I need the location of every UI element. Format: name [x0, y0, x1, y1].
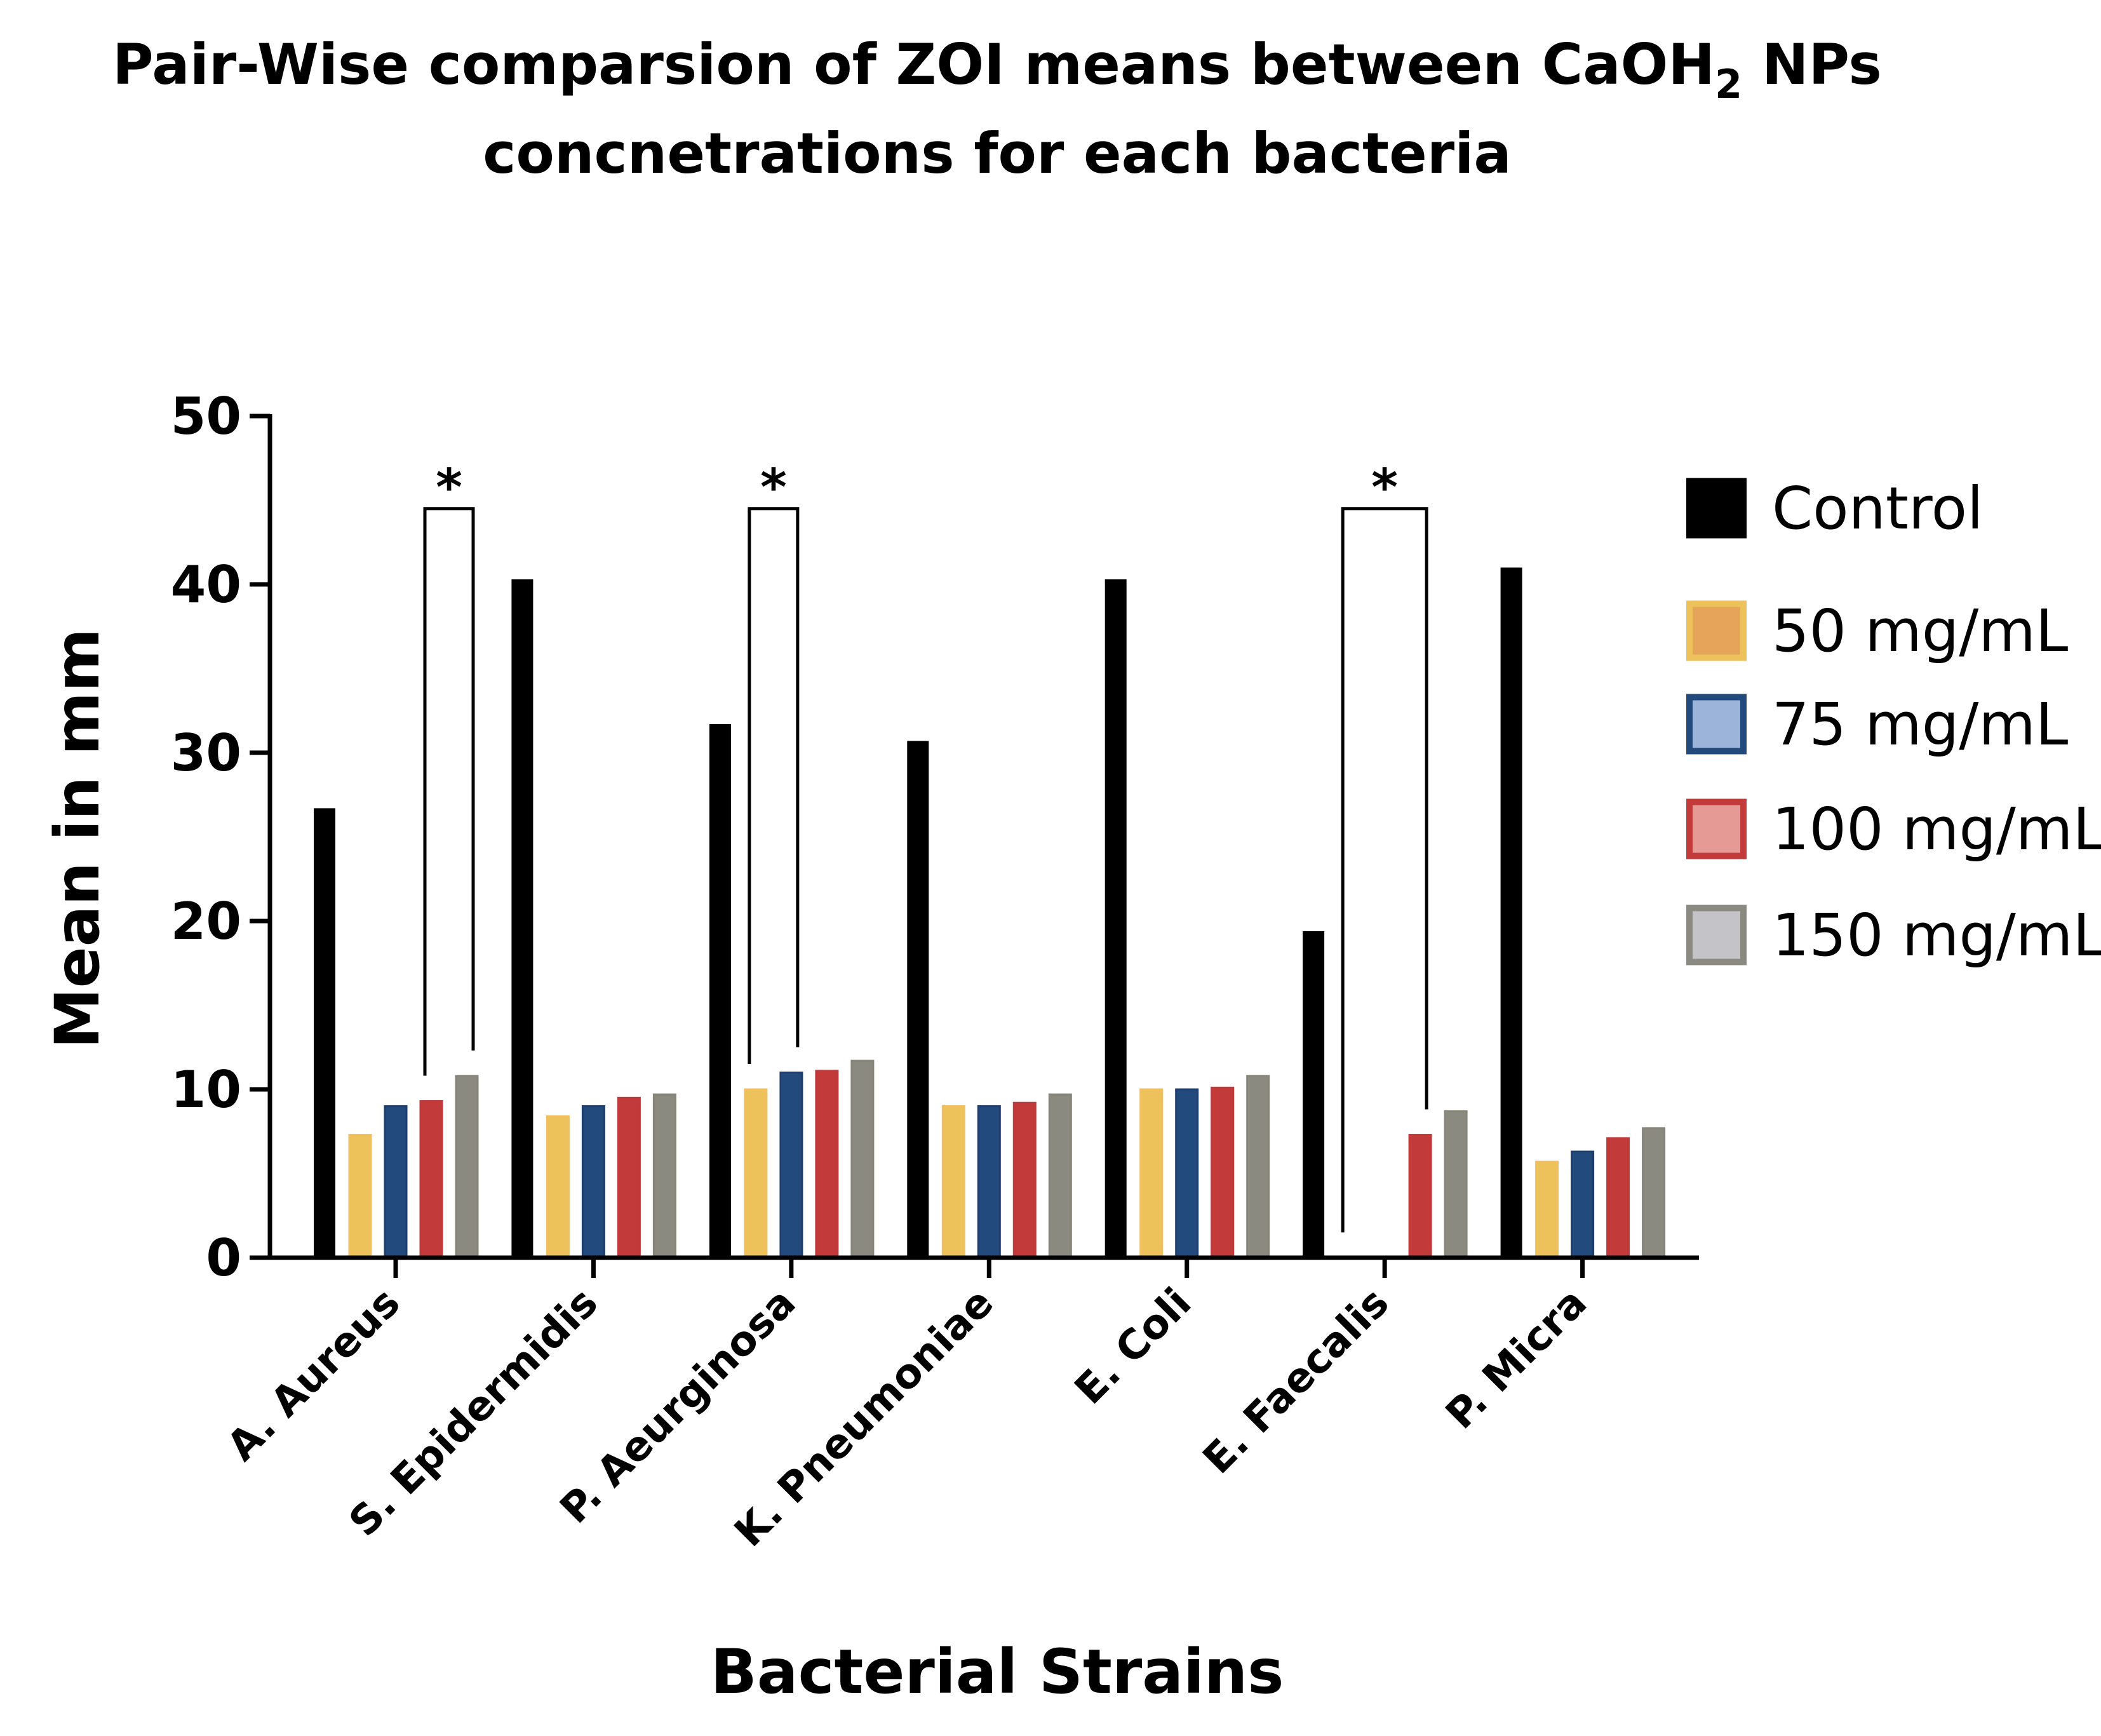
- significance-star: *: [436, 458, 462, 517]
- y-tick-label: 40: [171, 555, 241, 614]
- bar-a-aureus-control: [314, 808, 335, 1258]
- chart-title-suffix: NPs: [1742, 32, 1882, 97]
- bar-a-aureus-75-mg-ml: [384, 1105, 408, 1259]
- legend-swatch: [1686, 478, 1747, 539]
- bar-e-coli-75-mg-ml: [1175, 1088, 1199, 1259]
- bar-p-aeurginosa-150-mg-ml: [850, 1060, 875, 1259]
- y-axis-title: Mean in mm: [42, 628, 113, 1049]
- bar-k-pneumoniae-control: [907, 741, 929, 1258]
- chart-title-subscript: 2: [1715, 61, 1742, 107]
- significance-layer: * * *: [423, 458, 1428, 1233]
- bar-k-pneumoniae-50-mg-ml: [941, 1105, 965, 1259]
- chart-title-main: Pair-Wise comparsion of ZOI means betwee…: [112, 32, 1715, 97]
- legend-label: 75 mg/mL: [1772, 690, 2068, 758]
- x-axis-title: Bacterial Strains: [711, 1636, 1284, 1707]
- significance-star: *: [1371, 458, 1398, 517]
- bar-s-epidermidis-100-mg-ml: [617, 1096, 641, 1259]
- bar-e-coli-150-mg-ml: [1246, 1075, 1270, 1259]
- bar-e-faecalis-100-mg-ml: [1408, 1134, 1432, 1259]
- x-tick-label: P. Micra: [1437, 1279, 1596, 1438]
- bar-e-coli-100-mg-ml: [1211, 1086, 1235, 1259]
- bar-s-epidermidis-50-mg-ml: [546, 1115, 570, 1259]
- bar-e-coli-control: [1104, 579, 1127, 1258]
- bar-p-micra-50-mg-ml: [1535, 1161, 1559, 1259]
- significance-star: *: [760, 458, 787, 517]
- x-tick-label: E. Coli: [1066, 1279, 1201, 1414]
- x-tick-label: E. Faecalis: [1194, 1279, 1398, 1483]
- bar-s-epidermidis-control: [511, 579, 534, 1258]
- y-tick-label: 30: [171, 723, 241, 783]
- bar-k-pneumoniae-75-mg-ml: [977, 1105, 1001, 1259]
- legend-label: 50 mg/mL: [1772, 597, 2068, 665]
- bar-p-micra-100-mg-ml: [1606, 1137, 1630, 1259]
- bar-a-aureus-150-mg-ml: [455, 1075, 479, 1259]
- chart-title-line2: concnetrations for each bacteria: [483, 121, 1512, 186]
- significance-bracket: [423, 507, 475, 1076]
- bar-e-faecalis-control: [1303, 931, 1325, 1258]
- legend-label: 150 mg/mL: [1772, 901, 2101, 969]
- significance-bracket: [1341, 507, 1428, 1233]
- bar-p-aeurginosa-control: [709, 724, 731, 1258]
- y-tick-label: 50: [171, 387, 241, 446]
- legend: Control 50 mg/mL 75 mg/mL 100 mg/mL 150 mg/m…: [1686, 474, 2101, 969]
- y-tick-label: 0: [206, 1228, 241, 1288]
- bar-p-micra-control: [1500, 567, 1522, 1258]
- legend-swatch: [1686, 600, 1747, 661]
- chart-title-line1: Pair-Wise comparsion of ZOI means betwee…: [112, 32, 1882, 107]
- bar-p-aeurginosa-75-mg-ml: [779, 1072, 803, 1259]
- legend-label: 100 mg/mL: [1772, 795, 2101, 863]
- legend-label: Control: [1772, 474, 1984, 542]
- bar-k-pneumoniae-100-mg-ml: [1012, 1101, 1037, 1259]
- bar-p-aeurginosa-50-mg-ml: [744, 1088, 768, 1259]
- bar-p-micra-150-mg-ml: [1642, 1127, 1666, 1259]
- bar-e-faecalis-150-mg-ml: [1444, 1110, 1468, 1259]
- significance-bracket: [748, 507, 800, 1064]
- legend-swatch: [1686, 905, 1747, 966]
- y-tick-label: 20: [171, 892, 241, 951]
- bar-s-epidermidis-75-mg-ml: [581, 1105, 605, 1259]
- y-tick-label: 10: [171, 1060, 241, 1119]
- bar-a-aureus-100-mg-ml: [419, 1100, 443, 1259]
- bars-layer: [314, 567, 1666, 1259]
- x-tick-label: A. Aureus: [218, 1279, 410, 1470]
- bar-p-aeurginosa-100-mg-ml: [815, 1070, 839, 1259]
- legend-swatch: [1686, 798, 1747, 859]
- bar-e-coli-50-mg-ml: [1139, 1088, 1164, 1259]
- bar-a-aureus-50-mg-ml: [348, 1134, 372, 1259]
- legend-swatch: [1686, 694, 1747, 755]
- bar-s-epidermidis-150-mg-ml: [652, 1093, 676, 1259]
- bar-p-micra-75-mg-ml: [1571, 1150, 1595, 1259]
- bar-k-pneumoniae-150-mg-ml: [1048, 1093, 1072, 1259]
